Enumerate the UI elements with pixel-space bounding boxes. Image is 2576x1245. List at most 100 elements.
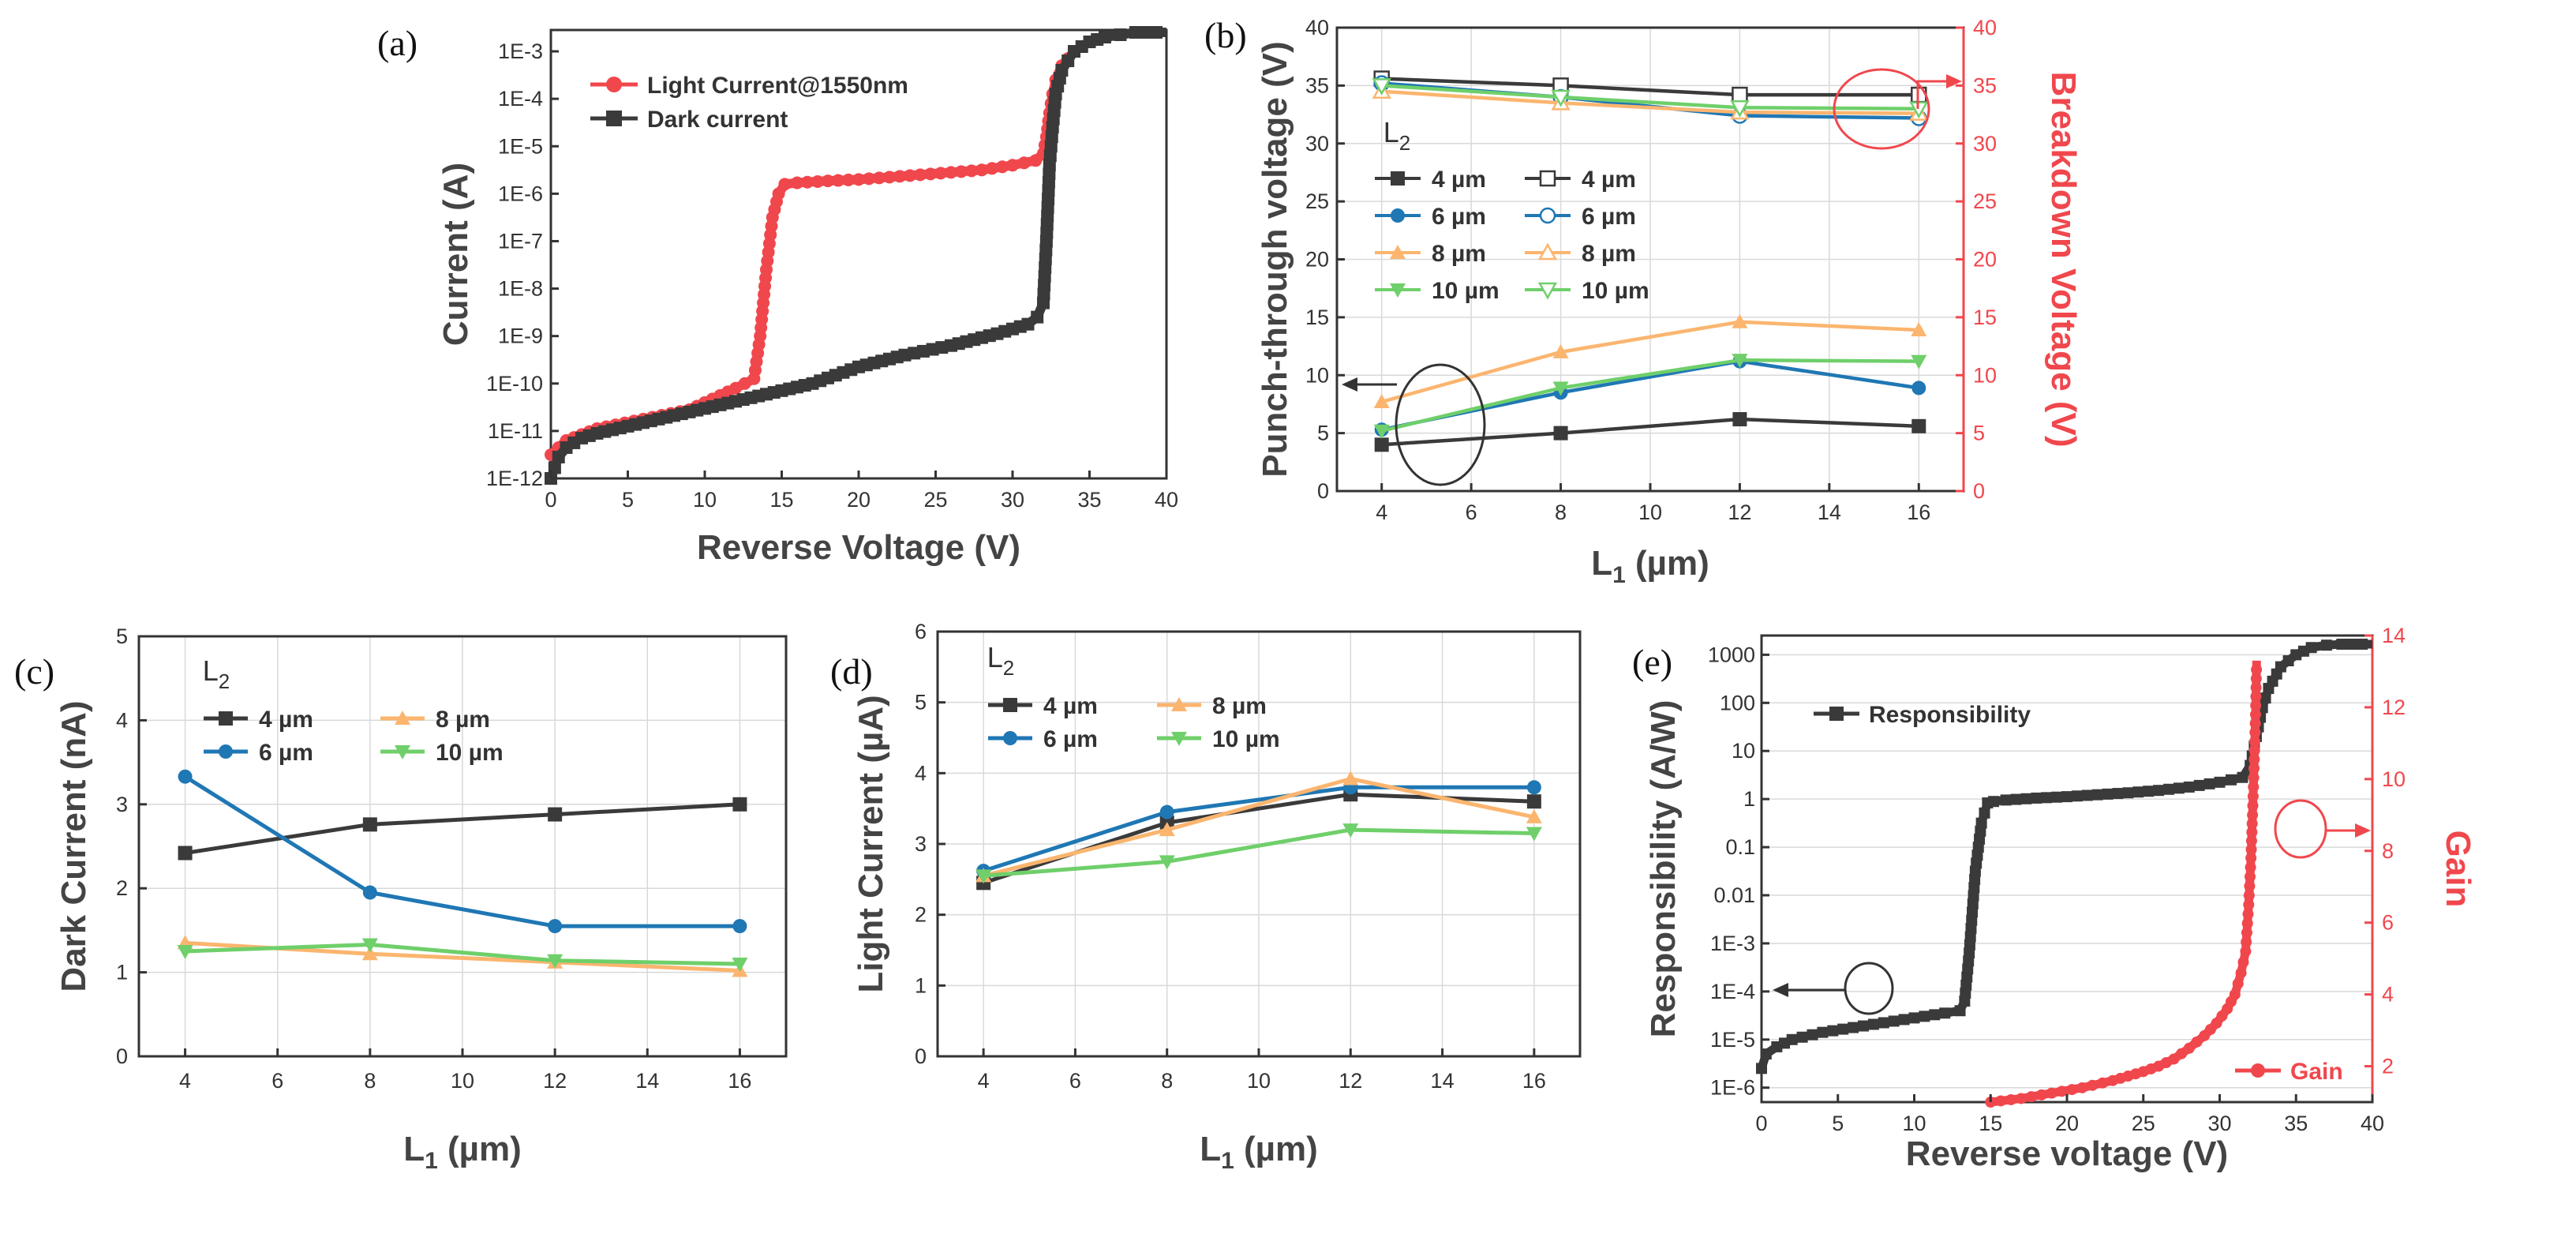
e-series-0-point xyxy=(1807,1029,1818,1041)
e-ytick-left-label-5: 0.1 xyxy=(1725,835,1755,859)
c-legend-label-1: 6 µm xyxy=(259,740,313,766)
e-series-1-point xyxy=(2235,967,2247,979)
e-series-0-point xyxy=(2305,642,2317,654)
e-series-0-point xyxy=(2000,794,2012,806)
a-series-1-point xyxy=(1129,26,1142,39)
b-x-axis-title: L1 (µm) xyxy=(1591,544,1709,588)
d-legend-title-main: L xyxy=(987,641,1003,673)
a-series-1-point xyxy=(1043,159,1056,172)
d-xtick-label-2: 8 xyxy=(1161,1069,1173,1093)
b-right-axis-ellipse xyxy=(1833,68,1930,150)
e-series-1-point xyxy=(2247,809,2259,821)
c-legend-marker-1 xyxy=(219,744,233,759)
a-series-0-point xyxy=(924,167,937,181)
d-legend-marker-2 xyxy=(1171,697,1187,711)
e-series-1-point xyxy=(2247,800,2259,812)
e-legend-label-0: Responsibility xyxy=(1869,702,2031,728)
a-series-0-point xyxy=(772,187,785,201)
d-series-3-point-2 xyxy=(1342,823,1359,838)
e-ytick-left-label-4: 0.01 xyxy=(1713,883,1755,907)
c-legend-marker-0 xyxy=(219,711,233,726)
e-legend-marker-0 xyxy=(1829,707,1844,721)
d-series-2-point-2 xyxy=(1342,771,1359,786)
e-y-axis-title-left: Responsibility (A/W) xyxy=(1644,700,1683,1038)
c-xtick-label-3: 10 xyxy=(451,1069,474,1093)
e-series-0-point xyxy=(1929,1009,1941,1021)
e-series-1-point xyxy=(2191,1036,2203,1048)
c-xtick-label-5: 14 xyxy=(635,1069,659,1093)
b-left-axis-ellipse xyxy=(1395,363,1486,486)
a-series-1-point xyxy=(1031,310,1044,324)
c-ytick-label-2: 2 xyxy=(116,876,128,900)
b-legend-marker-left-0 xyxy=(1391,171,1405,186)
b-series-line-3 xyxy=(1381,358,1919,433)
b-series-2-point-2 xyxy=(1732,313,1748,328)
e-series-0-point xyxy=(2163,783,2174,795)
d-x-axis-title: L1 (µm) xyxy=(1200,1130,1318,1174)
e-series-0-point xyxy=(1975,817,1987,829)
b-ytick-left-label-0: 0 xyxy=(1317,479,1329,503)
b-legend-title-main: L xyxy=(1383,116,1399,148)
d-series-1-point-1 xyxy=(1159,804,1174,819)
b-ytick-right-label-5: 25 xyxy=(1973,189,1997,213)
c-legend-label-0: 4 µm xyxy=(259,707,313,733)
c-ytick-label-3: 3 xyxy=(116,793,128,816)
e-series-0-point xyxy=(1954,1005,1966,1017)
a-series-0-point xyxy=(986,162,998,175)
c-x-axis-title-sub: 1 xyxy=(425,1148,438,1174)
e-series-0-point xyxy=(1786,1033,1798,1045)
b-xtick-label-5: 14 xyxy=(1818,501,1841,524)
a-series-1-point xyxy=(1045,130,1058,144)
e-series-0-point xyxy=(1837,1023,1849,1035)
e-series-1-point xyxy=(2244,880,2256,892)
b-right-axis-arrowhead xyxy=(1946,74,1962,88)
b-series-0-point-0 xyxy=(1374,437,1389,452)
e-series-0-point xyxy=(2173,782,2185,794)
a-xtick-label-4: 20 xyxy=(847,488,871,512)
b-legend-marker-left-2 xyxy=(1390,245,1406,259)
b-x-axis-title-unit: (µm) xyxy=(1626,544,1709,583)
b-series-2-point-0 xyxy=(1373,394,1390,409)
e-series-1-point xyxy=(2097,1077,2109,1089)
b-ytick-right-label-7: 35 xyxy=(1973,73,1997,97)
a-series-1-point xyxy=(1114,28,1127,42)
b-series-7-point-2 xyxy=(1730,100,1750,118)
e-series-0-point xyxy=(2122,787,2134,799)
b-series-line-2 xyxy=(1381,320,1919,404)
b-xtick-label-2: 8 xyxy=(1555,501,1567,524)
e-ytick-right-label-3: 8 xyxy=(2382,839,2394,863)
c-ytick-label-4: 4 xyxy=(116,708,128,732)
d-legend-marker-1 xyxy=(1003,731,1017,745)
b-x-axis-title-main: L xyxy=(1591,544,1612,583)
e-series-1-point xyxy=(2168,1053,2180,1065)
c-x-axis-title: L1 (µm) xyxy=(403,1130,522,1174)
e-series-0-point xyxy=(1858,1020,1869,1032)
e-series-1-point xyxy=(2246,818,2258,830)
c-ytick-label-0: 0 xyxy=(116,1044,128,1068)
d-xtick-label-4: 12 xyxy=(1339,1069,1362,1093)
c-series-0-point-1 xyxy=(362,817,377,832)
e-series-1-point xyxy=(2241,917,2253,929)
a-series-0-point xyxy=(883,171,896,184)
e-ytick-left-label-8: 100 xyxy=(1720,691,1755,714)
e-series-1-point xyxy=(1995,1095,2007,1107)
e-series-1-point xyxy=(2229,988,2241,1000)
a-series-1-point xyxy=(1150,26,1163,39)
b-ytick-left-label-7: 35 xyxy=(1305,73,1329,97)
c-y-axis-title: Dark Current (nA) xyxy=(54,700,93,992)
e-xtick-label-8: 40 xyxy=(2361,1112,2384,1135)
e-series-1-point xyxy=(2250,699,2262,711)
a-ytick-label-7: 1E-5 xyxy=(498,134,543,158)
b-ytick-left-label-4: 20 xyxy=(1305,248,1329,272)
e-series-1-point xyxy=(2249,726,2261,738)
e-series-1-point xyxy=(2240,946,2252,958)
e-series-1-point xyxy=(2232,977,2244,989)
d-legend-title: L2 xyxy=(987,641,1015,680)
e-series-0-point xyxy=(1796,1031,1808,1043)
a-series-0-point xyxy=(975,163,988,177)
e-series-0-point xyxy=(2112,788,2124,800)
e-series-0-point xyxy=(1888,1015,1900,1027)
b-ytick-right-label-3: 15 xyxy=(1973,306,1997,329)
a-ytick-label-0: 1E-12 xyxy=(486,467,543,490)
